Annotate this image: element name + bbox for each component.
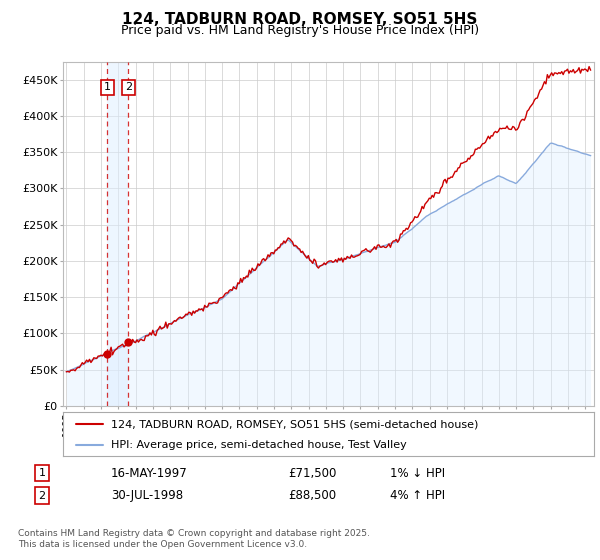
Text: Price paid vs. HM Land Registry's House Price Index (HPI): Price paid vs. HM Land Registry's House … bbox=[121, 24, 479, 38]
Text: £88,500: £88,500 bbox=[288, 489, 336, 502]
Text: 1: 1 bbox=[104, 82, 111, 92]
Text: 124, TADBURN ROAD, ROMSEY, SO51 5HS: 124, TADBURN ROAD, ROMSEY, SO51 5HS bbox=[122, 12, 478, 27]
Text: £71,500: £71,500 bbox=[288, 466, 337, 480]
Text: 30-JUL-1998: 30-JUL-1998 bbox=[111, 489, 183, 502]
Text: 16-MAY-1997: 16-MAY-1997 bbox=[111, 466, 188, 480]
Bar bbox=[107, 62, 128, 406]
Text: 2: 2 bbox=[125, 82, 132, 92]
Text: 1% ↓ HPI: 1% ↓ HPI bbox=[390, 466, 445, 480]
Text: 4% ↑ HPI: 4% ↑ HPI bbox=[390, 489, 445, 502]
Text: 124, TADBURN ROAD, ROMSEY, SO51 5HS (semi-detached house): 124, TADBURN ROAD, ROMSEY, SO51 5HS (sem… bbox=[111, 419, 478, 429]
Text: 1: 1 bbox=[38, 468, 46, 478]
Text: 2: 2 bbox=[38, 491, 46, 501]
Text: Contains HM Land Registry data © Crown copyright and database right 2025.
This d: Contains HM Land Registry data © Crown c… bbox=[18, 529, 370, 549]
Text: HPI: Average price, semi-detached house, Test Valley: HPI: Average price, semi-detached house,… bbox=[111, 440, 407, 450]
